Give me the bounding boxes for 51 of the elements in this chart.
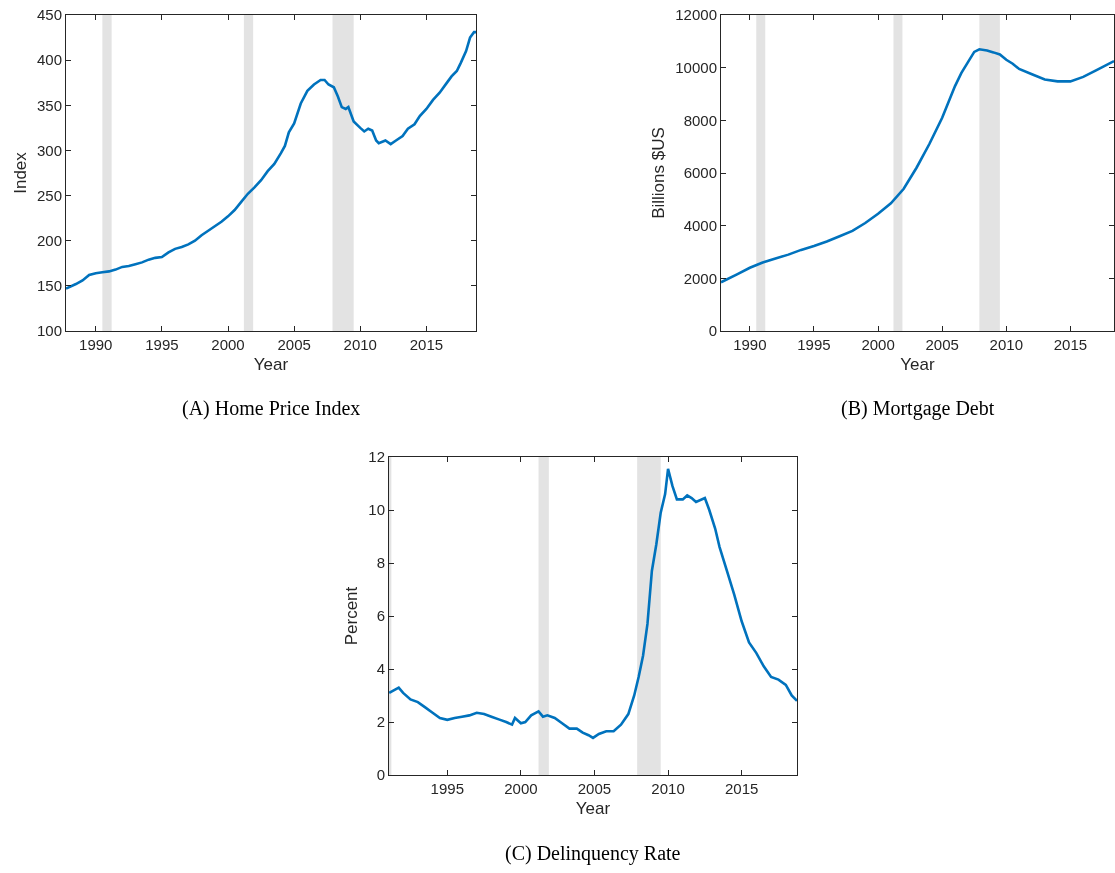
x-tick-label: 1990 (79, 336, 113, 353)
y-tick-label: 400 (36, 51, 62, 69)
y-axis-title: Billions $US (648, 127, 668, 219)
x-tick-label: 2005 (277, 336, 311, 353)
y-tick-label: 100 (36, 322, 62, 340)
y-tick-label: 250 (36, 186, 62, 204)
x-tick-label: 1995 (797, 336, 831, 353)
x-tick-label: 2000 (211, 336, 245, 353)
y-tick-label: 0 (376, 766, 385, 784)
y-tick-label: 2 (376, 713, 385, 731)
y-tick-label: 6 (376, 607, 385, 625)
x-tick-label: 2010 (343, 336, 377, 353)
x-tick-label: 1995 (145, 336, 179, 353)
x-axis-title: Year (900, 355, 936, 375)
y-tick-label: 6000 (683, 164, 717, 182)
x-tick-label: 2005 (577, 780, 612, 797)
x-tick-label: 2015 (724, 780, 759, 797)
y-axis-title: Index (10, 151, 30, 194)
line-series (66, 30, 476, 290)
y-tick-label: 4 (376, 660, 385, 678)
x-tick-label: 2000 (504, 780, 538, 797)
text: (C) Delinquency Rate (505, 842, 681, 865)
line-series (389, 467, 797, 740)
x-axis-title: Year (575, 799, 611, 819)
x-tick-label: 1990 (733, 336, 767, 353)
y-tick-label: 8000 (683, 111, 717, 129)
x-tick-label: 2000 (861, 336, 895, 353)
y-tick-label: 10000 (675, 58, 717, 76)
y-tick-label: 0 (708, 322, 717, 340)
y-tick-label: 450 (36, 6, 62, 24)
x-tick-label: 1995 (430, 780, 464, 797)
x-axis-title: Year (253, 355, 289, 375)
y-tick-label: 300 (36, 141, 62, 159)
line-series (721, 47, 1114, 284)
y-tick-label: 12000 (675, 6, 717, 24)
text: (A) Home Price Index (182, 397, 361, 420)
y-tick-label: 8 (376, 554, 385, 572)
x-tick-label: 2010 (989, 336, 1023, 353)
y-tick-label: 2000 (683, 269, 717, 287)
y-tick-label: 4000 (683, 216, 717, 234)
y-tick-label: 200 (36, 231, 62, 249)
text: (B) Mortgage Debt (841, 397, 995, 420)
y-axis-title: Percent (341, 586, 361, 646)
x-tick-label: 2015 (409, 336, 444, 353)
y-tick-label: 10 (368, 501, 385, 519)
x-tick-label: 2010 (651, 780, 685, 797)
x-tick-label: 2015 (1053, 336, 1088, 353)
y-tick-label: 150 (36, 277, 62, 295)
y-tick-label: 12 (368, 448, 385, 466)
x-tick-label: 2005 (925, 336, 959, 353)
y-tick-label: 350 (36, 96, 62, 114)
